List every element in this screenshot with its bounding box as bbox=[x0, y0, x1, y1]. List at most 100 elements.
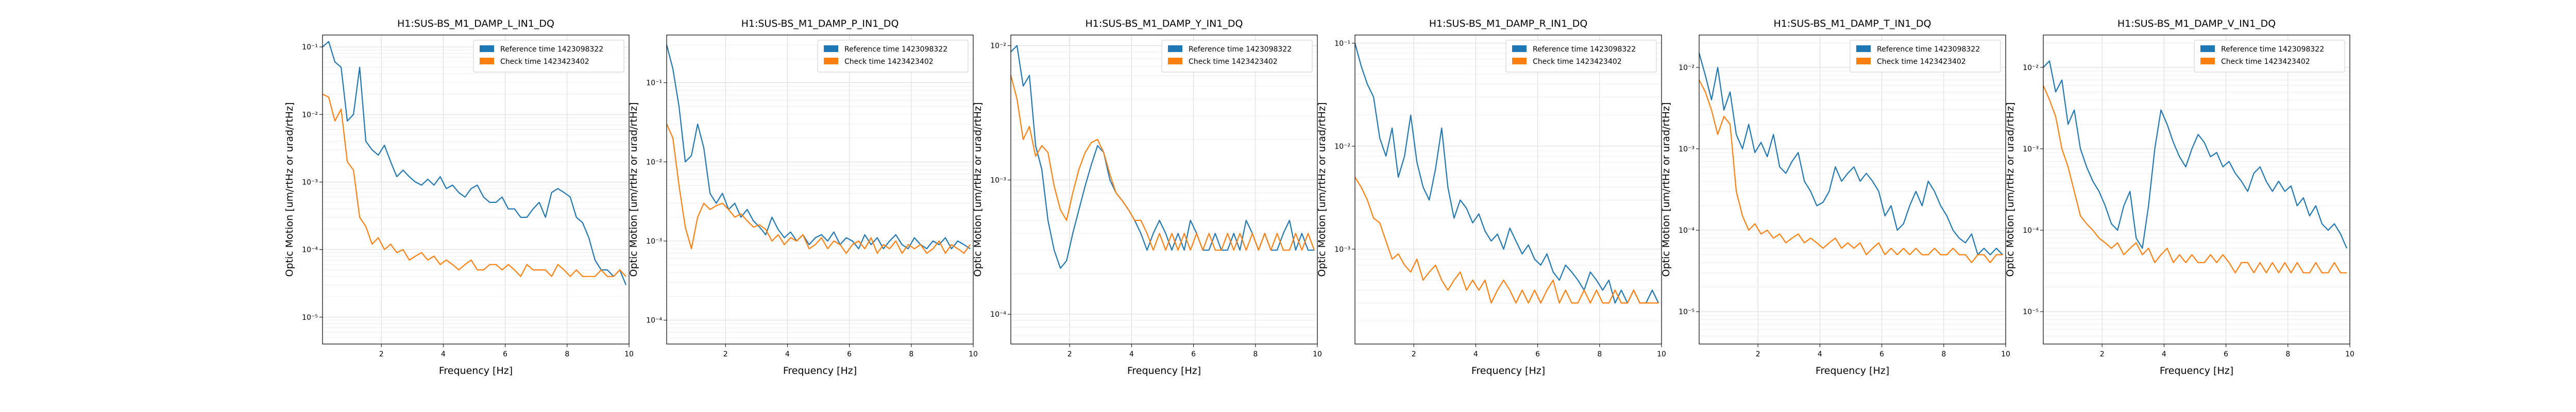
y-tick-label: 10⁻⁵ bbox=[302, 314, 318, 322]
series-line-check bbox=[666, 124, 971, 254]
y-tick-label: 10⁻³ bbox=[646, 237, 662, 246]
y-tick-label: 10⁻¹ bbox=[1334, 40, 1350, 48]
legend-swatch bbox=[1512, 45, 1527, 52]
legend-label: Reference time 1423098322 bbox=[500, 45, 603, 54]
chart-panel: 2 4 6 8 10 10⁻² 10⁻³ 10⁻⁴ H1:SUS-BS_M1_DAMP_Y_IN… bbox=[972, 18, 1322, 376]
legend-label: Reference time 1423098322 bbox=[1189, 45, 1292, 54]
x-tick-label: 2 bbox=[2100, 350, 2105, 358]
x-tick-label: 2 bbox=[379, 350, 384, 358]
x-tick-label: 10 bbox=[2001, 350, 2010, 358]
y-tick-label: 10⁻² bbox=[2023, 64, 2039, 72]
y-axis-label: Optic Motion [um/rtHz or urad/rtHz] bbox=[972, 102, 984, 277]
x-tick-label: 10 bbox=[624, 350, 634, 358]
legend-swatch bbox=[2200, 45, 2215, 52]
legend-swatch bbox=[824, 45, 838, 52]
x-tick-label: 10 bbox=[1657, 350, 1666, 358]
y-axis-label: Optic Motion [um/rtHz or urad/rtHz] bbox=[284, 102, 295, 277]
legend-swatch bbox=[824, 58, 838, 64]
x-tick-label: 2 bbox=[1756, 350, 1760, 358]
series-line-check bbox=[322, 93, 626, 277]
series-line-reference bbox=[666, 44, 971, 249]
x-tick-label: 8 bbox=[1253, 350, 1258, 358]
plot-frame bbox=[666, 35, 974, 345]
chart-title: H1:SUS-BS_M1_DAMP_P_IN1_DQ bbox=[741, 18, 899, 29]
x-axis-label: Frequency [Hz] bbox=[439, 365, 513, 376]
legend-label: Check time 1423423402 bbox=[500, 58, 589, 66]
y-tick-label: 10⁻³ bbox=[990, 176, 1006, 184]
x-axis-label: Frequency [Hz] bbox=[2160, 365, 2233, 376]
x-axis-label: Frequency [Hz] bbox=[1816, 365, 1889, 376]
chart-title: H1:SUS-BS_M1_DAMP_L_IN1_DQ bbox=[397, 18, 554, 29]
chart-title: H1:SUS-BS_M1_DAMP_T_IN1_DQ bbox=[1774, 18, 1931, 29]
y-tick-label: 10⁻⁵ bbox=[1679, 308, 1694, 316]
legend-box bbox=[1850, 40, 2001, 73]
x-tick-label: 6 bbox=[1879, 350, 1884, 358]
legend-label: Reference time 1423098322 bbox=[1533, 45, 1636, 54]
x-tick-label: 4 bbox=[1818, 350, 1822, 358]
legend-box bbox=[473, 40, 624, 73]
x-axis-label: Frequency [Hz] bbox=[783, 365, 857, 376]
series-line-reference bbox=[1698, 53, 2003, 255]
x-tick-label: 10 bbox=[969, 350, 978, 358]
legend-label: Check time 1423423402 bbox=[1533, 58, 1622, 66]
y-tick-label: 10⁻² bbox=[990, 42, 1006, 50]
legend-box bbox=[1161, 40, 1313, 73]
x-tick-label: 4 bbox=[1473, 350, 1478, 358]
x-tick-label: 4 bbox=[1129, 350, 1134, 358]
y-tick-label: 10⁻² bbox=[1679, 64, 1694, 72]
legend-label: Check time 1423423402 bbox=[1189, 58, 1278, 66]
legend-label: Check time 1423423402 bbox=[2221, 58, 2310, 66]
legend-label: Reference time 1423098322 bbox=[2221, 45, 2324, 54]
x-tick-label: 6 bbox=[2224, 350, 2228, 358]
x-tick-label: 8 bbox=[1597, 350, 1602, 358]
y-tick-label: 10⁻⁴ bbox=[990, 311, 1006, 319]
legend-swatch bbox=[1168, 58, 1182, 64]
y-tick-label: 10⁻¹ bbox=[646, 79, 662, 88]
legend-swatch bbox=[1512, 58, 1527, 64]
x-tick-label: 4 bbox=[785, 350, 790, 358]
y-axis-label: Optic Motion [um/rtHz or urad/rtHz] bbox=[1316, 102, 1328, 277]
series-line-check bbox=[1354, 177, 1658, 304]
legend-label: Check time 1423423402 bbox=[1877, 58, 1966, 66]
plot-frame bbox=[1010, 35, 1318, 345]
series-line-reference bbox=[2043, 60, 2348, 249]
x-tick-label: 6 bbox=[1191, 350, 1196, 358]
chart-panel: 2 4 6 8 10 10⁻¹ 10⁻² 10⁻³ H1:SUS-BS_M1_DAMP_R_IN… bbox=[1316, 18, 1666, 376]
chart-title: H1:SUS-BS_M1_DAMP_V_IN1_DQ bbox=[2117, 18, 2276, 29]
chart-panel: 2 4 6 8 10 10⁻¹ 10⁻² 10⁻³ 10⁻⁴ 10⁻⁵ H1:SUS-BS_M1_D… bbox=[284, 18, 634, 376]
y-tick-label: 10⁻⁵ bbox=[2023, 308, 2039, 316]
x-tick-label: 8 bbox=[565, 350, 569, 358]
legend-label: Check time 1423423402 bbox=[844, 58, 934, 66]
legend-swatch bbox=[1168, 45, 1182, 52]
plot-frame bbox=[322, 35, 630, 345]
y-tick-label: 10⁻² bbox=[302, 111, 318, 119]
x-tick-label: 4 bbox=[441, 350, 446, 358]
series-line-reference bbox=[1354, 43, 1659, 304]
chart-panel: 2 4 6 8 10 10⁻² 10⁻³ 10⁻⁴ 10⁻⁵ H1:SUS-BS_M1_DAMP_… bbox=[1660, 18, 2010, 376]
y-tick-label: 10⁻³ bbox=[1334, 246, 1350, 254]
y-tick-label: 10⁻² bbox=[646, 158, 662, 166]
y-tick-label: 10⁻³ bbox=[302, 178, 318, 186]
x-tick-label: 8 bbox=[1941, 350, 1946, 358]
x-axis-label: Frequency [Hz] bbox=[1471, 365, 1545, 376]
y-tick-label: 10⁻³ bbox=[1679, 145, 1694, 153]
y-axis-label: Optic Motion [um/rtHz or urad/rtHz] bbox=[1660, 102, 1672, 277]
y-axis-label: Optic Motion [um/rtHz or urad/rtHz] bbox=[628, 102, 639, 277]
chart-panel: 2 4 6 8 10 10⁻² 10⁻³ 10⁻⁴ 10⁻⁵ H1:SUS-BS_M1_DAMP_… bbox=[2005, 18, 2354, 376]
legend-box bbox=[817, 40, 969, 73]
legend-box bbox=[2194, 40, 2345, 73]
y-tick-label: 10⁻⁴ bbox=[1679, 227, 1694, 235]
chart-panel: 2 4 6 8 10 10⁻¹ 10⁻² 10⁻³ 10⁻⁴ H1:SUS-BS_M1_DAMP_… bbox=[628, 18, 978, 376]
x-tick-label: 6 bbox=[1535, 350, 1540, 358]
x-tick-label: 10 bbox=[1313, 350, 1322, 358]
x-axis-label: Frequency [Hz] bbox=[1127, 365, 1201, 376]
plot-frame bbox=[1699, 35, 2006, 345]
legend-swatch bbox=[2200, 58, 2215, 64]
y-tick-label: 10⁻³ bbox=[2023, 145, 2039, 153]
legend-swatch bbox=[1856, 58, 1871, 64]
y-tick-label: 10⁻⁴ bbox=[646, 317, 662, 325]
x-tick-label: 2 bbox=[1412, 350, 1416, 358]
series-line-reference bbox=[322, 41, 627, 285]
x-tick-label: 8 bbox=[2285, 350, 2290, 358]
